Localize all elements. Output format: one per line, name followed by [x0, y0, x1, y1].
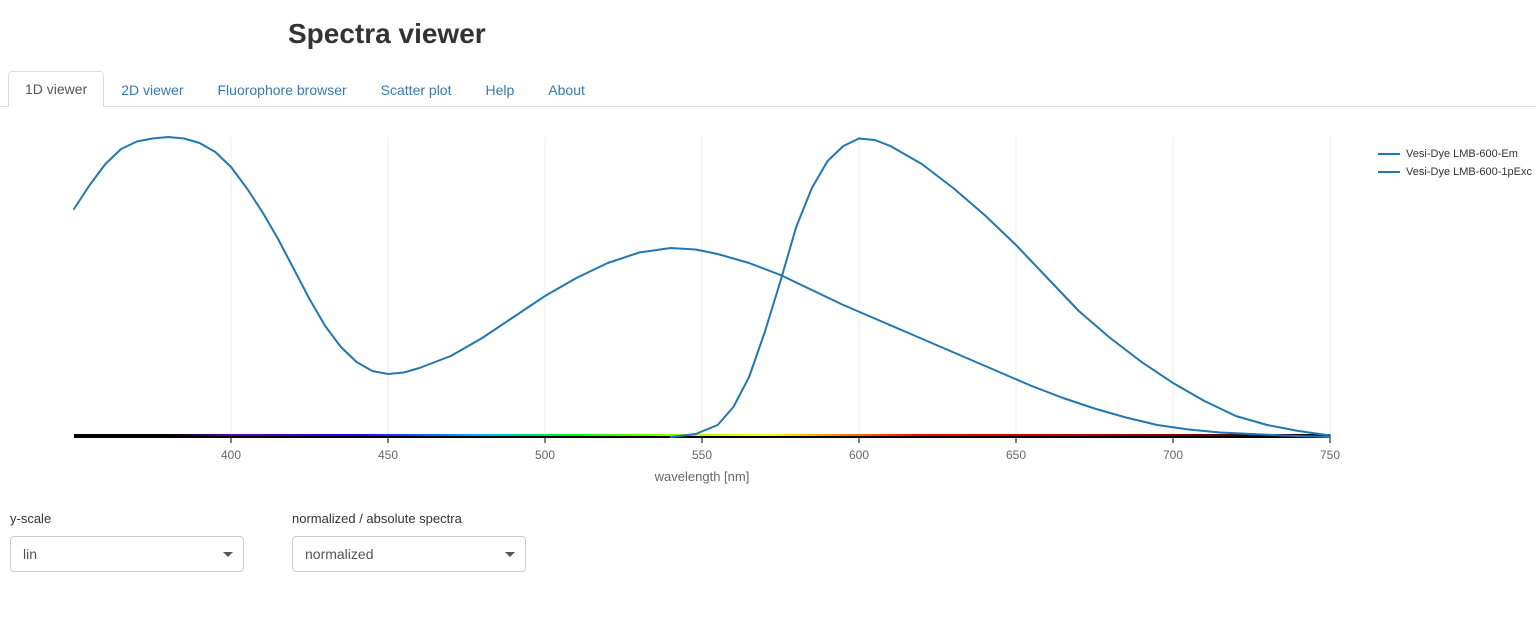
- norm-select[interactable]: normalized: [292, 536, 526, 572]
- x-tick-label: 700: [1163, 448, 1183, 462]
- yscale-control: y-scale lin: [10, 511, 244, 572]
- tab-bar: 1D viewer2D viewerFluorophore browserSca…: [0, 68, 1536, 107]
- tab-scatter-plot[interactable]: Scatter plot: [364, 72, 469, 107]
- tab-about[interactable]: About: [531, 72, 602, 107]
- yscale-select[interactable]: lin: [10, 536, 244, 572]
- x-tick-label: 750: [1320, 448, 1340, 462]
- spectra-chart: 400450500550600650700750wavelength [nm] …: [0, 107, 1536, 507]
- caret-down-icon: [505, 552, 515, 557]
- norm-value: normalized: [305, 546, 373, 562]
- legend-label: Vesi-Dye LMB-600-Em: [1406, 148, 1518, 160]
- tab-fluorophore-browser[interactable]: Fluorophore browser: [201, 72, 364, 107]
- tab-help[interactable]: Help: [469, 72, 532, 107]
- x-tick-label: 500: [535, 448, 555, 462]
- x-axis-title: wavelength [nm]: [654, 469, 750, 484]
- legend-item[interactable]: Vesi-Dye LMB-600-Em: [1378, 145, 1532, 163]
- tab-2d-viewer[interactable]: 2D viewer: [104, 72, 200, 107]
- x-tick-label: 650: [1006, 448, 1026, 462]
- tab-1d-viewer[interactable]: 1D viewer: [8, 71, 104, 107]
- legend-label: Vesi-Dye LMB-600-1pExc: [1406, 166, 1532, 178]
- legend-swatch: [1378, 153, 1400, 155]
- controls-row: y-scale lin normalized / absolute spectr…: [0, 511, 1536, 572]
- legend: Vesi-Dye LMB-600-Em Vesi-Dye LMB-600-1pEx…: [1378, 145, 1532, 181]
- yscale-value: lin: [23, 546, 37, 562]
- legend-item[interactable]: Vesi-Dye LMB-600-1pExc: [1378, 163, 1532, 181]
- chart-svg: 400 450 500 550 600 650 700 750 wavelength [nm]: [0, 107, 1536, 507]
- x-tick-label: 550: [692, 448, 712, 462]
- norm-label: normalized / absolute spectra: [292, 511, 526, 526]
- x-tick-label: 450: [378, 448, 398, 462]
- norm-control: normalized / absolute spectra normalized: [292, 511, 526, 572]
- caret-down-icon: [223, 552, 233, 557]
- legend-swatch: [1378, 171, 1400, 173]
- x-tick-label: 600: [849, 448, 869, 462]
- yscale-label: y-scale: [10, 511, 244, 526]
- series-line[interactable]: [671, 139, 1330, 438]
- page-title: Spectra viewer: [288, 18, 1536, 50]
- x-tick-label: 400: [221, 448, 241, 462]
